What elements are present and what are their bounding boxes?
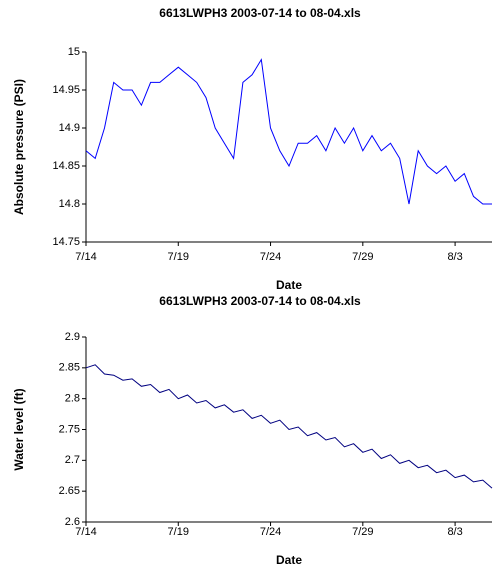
x-tick-label: 8/3 — [447, 251, 462, 263]
chart-title: 6613LWPH3 2003-07-14 to 08-04.xls — [159, 294, 361, 308]
y-tick-label: 14.9 — [59, 122, 80, 134]
y-axis-label: Water level (ft) — [12, 388, 26, 470]
x-axis-label: Date — [276, 553, 302, 567]
x-tick-label: 7/29 — [352, 526, 373, 538]
x-tick-label: 7/24 — [260, 526, 281, 538]
y-tick-label: 2.6 — [65, 516, 80, 528]
y-tick-label: 2.85 — [59, 362, 80, 374]
y-axis-label: Absolute pressure (PSI) — [12, 79, 26, 215]
data-line — [85, 58, 492, 205]
x-tick-label: 7/14 — [75, 251, 96, 263]
y-tick-label: 2.9 — [65, 331, 80, 343]
y-tick-label: 14.8 — [59, 198, 80, 210]
chart-title: 6613LWPH3 2003-07-14 to 08-04.xls — [159, 6, 361, 20]
y-tick-label: 2.8 — [65, 393, 80, 405]
y-tick-label: 14.85 — [52, 160, 80, 172]
y-tick-label: 2.7 — [65, 454, 80, 466]
y-tick-label: 2.75 — [59, 423, 80, 435]
x-tick-label: 7/19 — [168, 526, 189, 538]
data-line — [85, 364, 493, 489]
x-tick-label: 7/24 — [260, 251, 281, 263]
x-tick-label: 7/19 — [168, 251, 189, 263]
y-tick-label: 14.95 — [52, 84, 80, 96]
x-tick-label: 7/14 — [75, 526, 96, 538]
y-tick-label: 15 — [68, 46, 80, 58]
x-tick-label: 8/3 — [447, 526, 462, 538]
x-tick-label: 7/29 — [352, 251, 373, 263]
y-tick-label: 2.65 — [59, 485, 80, 497]
y-tick-label: 14.75 — [52, 236, 80, 248]
x-axis-label: Date — [276, 278, 302, 292]
